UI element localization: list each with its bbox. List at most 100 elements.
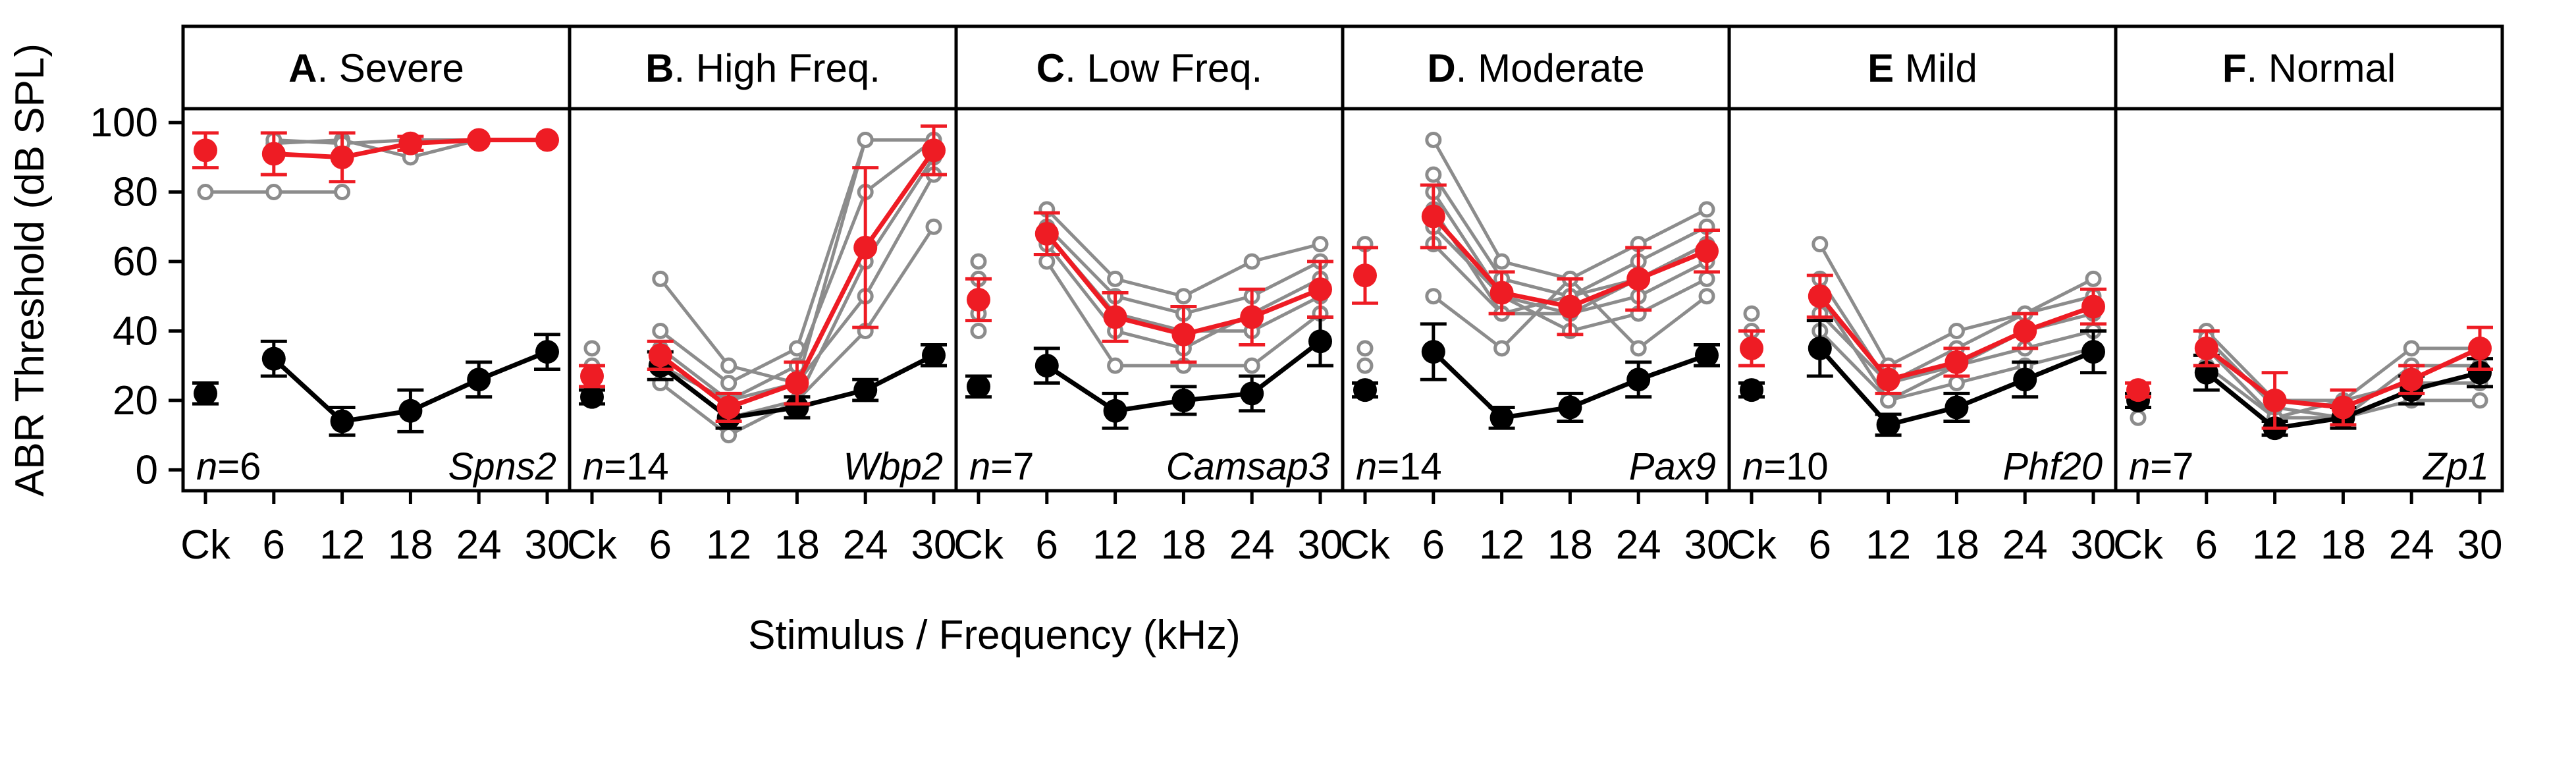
individual-traces	[197, 131, 556, 201]
individual-point	[970, 253, 987, 270]
x-tick-label: Ck	[1727, 522, 1777, 568]
mean-point	[853, 378, 878, 402]
panel-e: E Mild Ck 6 12 18 24 30 n=10 Phf20	[1727, 24, 2118, 568]
mean-point	[716, 395, 741, 420]
mean-point	[967, 374, 990, 399]
mean-point	[1558, 294, 1582, 319]
individual-point	[1356, 340, 1374, 357]
n-annotation: n=7	[969, 445, 1034, 488]
individual-point	[720, 427, 738, 444]
mutant-series	[965, 211, 1333, 364]
panel-title: E Mild	[1867, 46, 1977, 90]
mean-point	[2263, 388, 2287, 412]
gene-name: Spns2	[448, 445, 556, 488]
mean-point	[922, 343, 946, 368]
n-annotation: n=7	[2129, 445, 2193, 488]
plot-frame	[1727, 107, 2118, 493]
mean-point	[1421, 204, 1445, 229]
x-tick-label: 18	[774, 522, 820, 568]
mean-point	[1808, 284, 1832, 308]
y-tick-label: 40	[113, 308, 158, 354]
plot-frame	[181, 107, 572, 493]
x-tick-label: 24	[2389, 522, 2434, 568]
individual-point	[1948, 322, 1965, 339]
x-tick-label: 6	[263, 522, 285, 568]
x-tick-label: 18	[2321, 522, 2366, 568]
individual-point	[1243, 357, 1260, 374]
mean-point	[2194, 336, 2218, 360]
x-tick-label: 12	[1092, 522, 1138, 568]
gene-name: Zp1	[2422, 445, 2489, 488]
mean-point	[648, 343, 672, 368]
mean-point	[1103, 305, 1127, 329]
mutant-series	[1352, 183, 1720, 337]
mean-point	[1308, 277, 1332, 302]
mean-point	[1808, 336, 1832, 360]
control-series	[965, 315, 1333, 430]
x-tick-label: 18	[388, 522, 433, 568]
individual-point	[720, 375, 738, 392]
mean-point	[1740, 336, 1763, 360]
control-series	[1738, 319, 2106, 437]
x-tick-label: Ck	[567, 522, 618, 568]
mutant-series	[579, 124, 947, 424]
individual-point	[970, 322, 987, 339]
individual-point	[1243, 253, 1260, 270]
mean-point	[330, 145, 354, 169]
mean-point	[853, 235, 878, 260]
x-tick-label: 30	[911, 522, 957, 568]
mean-point	[967, 288, 990, 312]
panel-title: F. Normal	[2222, 46, 2396, 90]
gene-name: Wbp2	[843, 445, 943, 488]
mean-point	[580, 364, 604, 388]
x-tick-label: 12	[1479, 522, 1524, 568]
mean-point	[2400, 368, 2424, 392]
individual-point	[1493, 340, 1511, 357]
x-tick-label: 30	[1684, 522, 1730, 568]
mean-point	[2081, 294, 2105, 319]
mean-point	[1876, 412, 1900, 437]
mean-point	[1421, 340, 1445, 364]
mean-point	[330, 409, 354, 433]
mean-point	[467, 368, 491, 392]
mean-point	[1171, 322, 1196, 346]
individual-point	[925, 218, 942, 235]
mean-point	[1240, 381, 1264, 406]
x-axis-title: Stimulus / Frequency (kHz)	[748, 613, 1241, 658]
mean-point	[1034, 221, 1059, 246]
x-tick-label: Ck	[180, 522, 231, 568]
individual-traces	[2130, 322, 2488, 426]
individual-point	[857, 131, 874, 148]
mean-point	[398, 131, 423, 155]
mean-point	[535, 128, 559, 152]
mutant-series	[192, 128, 559, 184]
mean-point	[261, 142, 286, 166]
x-tick-label: 6	[649, 522, 672, 568]
mean-point	[1353, 263, 1377, 288]
mean-point	[922, 138, 946, 163]
mean-point	[398, 399, 423, 423]
mean-point	[2126, 378, 2150, 402]
x-tick-label: 12	[1865, 522, 1911, 568]
mean-point	[1695, 343, 1719, 368]
y-tick-label: 80	[113, 170, 158, 215]
individual-point	[1107, 357, 1124, 374]
gene-name: Camsap3	[1166, 445, 1329, 488]
panel-header	[954, 24, 1345, 111]
y-tick-label: 100	[90, 100, 158, 146]
mean-point	[1489, 406, 1514, 430]
individual-point	[2130, 409, 2147, 426]
x-tick-label: Ck	[953, 522, 1004, 568]
y-tick-label: 60	[113, 239, 158, 285]
mean-point	[1171, 388, 1196, 412]
panel-f: F. Normal Ck 6 12 18 24 30 n=7 Zp1	[2113, 24, 2504, 568]
individual-point	[1425, 166, 1442, 183]
individual-traces	[970, 201, 1329, 374]
mean-point	[1240, 305, 1264, 329]
individual-point	[2403, 340, 2420, 357]
mean-point	[1945, 395, 1969, 420]
panel-c: C. Low Freq. Ck 6 12 18 24 30 n=7 Camsap3	[953, 24, 1345, 568]
individual-point	[1425, 288, 1442, 305]
x-tick-label: 30	[525, 522, 570, 568]
individual-point	[1880, 392, 1897, 409]
